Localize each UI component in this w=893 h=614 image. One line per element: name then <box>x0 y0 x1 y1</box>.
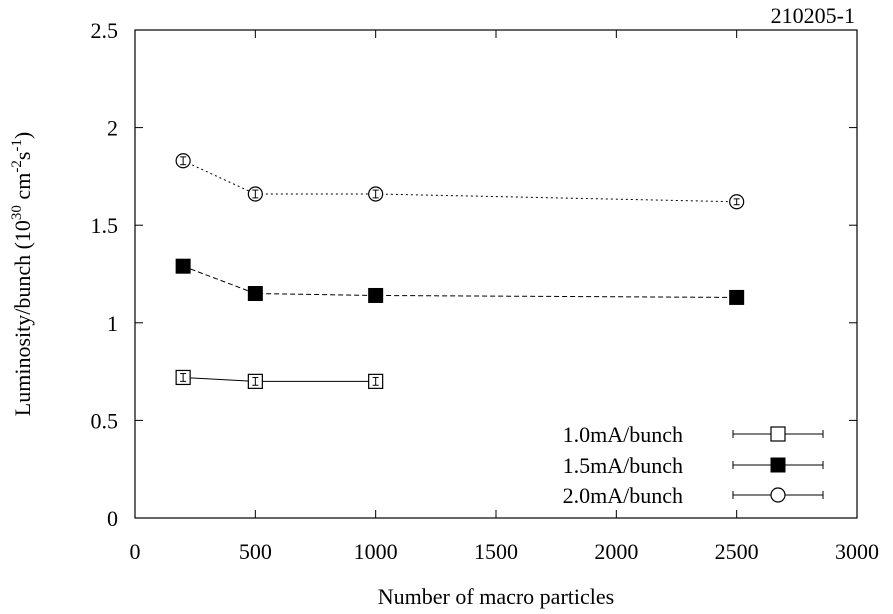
series-2 <box>175 258 745 305</box>
x-tick-label: 2000 <box>594 539 638 564</box>
y-axis-title-part: s <box>10 152 35 161</box>
legend-label: 1.5mA/bunch <box>563 453 683 478</box>
x-axis-ticks: 0 500 1000 1500 2000 2500 3000 <box>130 30 879 564</box>
legend-marker <box>770 487 786 503</box>
data-point <box>175 258 191 274</box>
y-tick-label: 1 <box>107 311 118 336</box>
y-axis-title-superscript: -1 <box>9 139 25 152</box>
x-tick-label: 3000 <box>835 539 879 564</box>
x-tick-label: 0 <box>130 539 141 564</box>
data-point <box>247 286 263 302</box>
y-tick-label: 1.5 <box>91 213 119 238</box>
x-axis-title: Number of macro particles <box>378 584 614 609</box>
x-tick-label: 2500 <box>715 539 759 564</box>
y-tick-label: 0 <box>107 506 118 531</box>
y-axis-title-superscript: -2 <box>9 160 25 173</box>
series-1 <box>175 369 384 389</box>
legend-marker <box>770 457 786 473</box>
series-line <box>182 265 737 298</box>
y-tick-label: 2 <box>107 116 118 141</box>
series-layer <box>175 153 745 389</box>
y-tick-label: 2.5 <box>91 18 119 43</box>
data-point <box>368 287 384 303</box>
series-3 <box>175 153 745 210</box>
legend-label: 2.0mA/bunch <box>563 483 683 508</box>
plot-frame <box>134 29 858 519</box>
code-label: 210205-1 <box>771 3 855 28</box>
y-axis-ticks: 0 0.5 1 1.5 2 2.5 <box>91 18 857 531</box>
y-axis-title-part: ) <box>10 132 35 139</box>
x-tick-label: 1000 <box>354 539 398 564</box>
y-axis-title-part: cm <box>10 173 35 205</box>
y-tick-label: 0.5 <box>91 408 119 433</box>
y-axis-title-superscript: 30 <box>9 205 25 220</box>
data-point <box>729 289 745 305</box>
legend-label: 1.0mA/bunch <box>563 422 683 447</box>
legend-marker <box>770 426 786 442</box>
x-tick-label: 1500 <box>474 539 518 564</box>
legend: 1.0mA/bunch 1.5mA/bunch 2.0mA/bunch <box>563 422 824 508</box>
y-axis-title: Luminosity/bunch (1030 cm-2s-1) <box>9 132 35 416</box>
y-axis-title-part: Luminosity/bunch (10 <box>10 220 35 416</box>
series-line <box>183 376 376 382</box>
series-line <box>182 160 737 203</box>
x-tick-label: 500 <box>239 539 272 564</box>
